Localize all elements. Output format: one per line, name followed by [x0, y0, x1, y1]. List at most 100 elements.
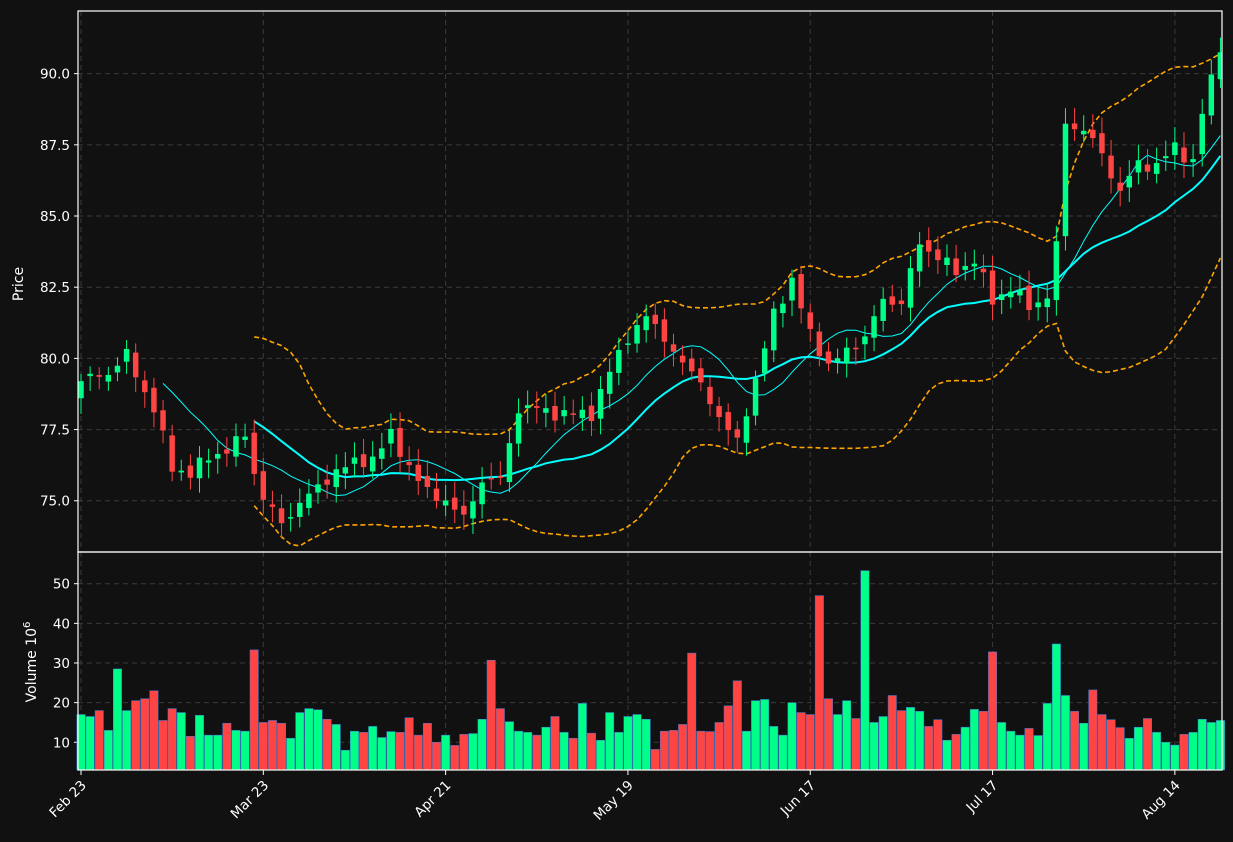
volume-bar	[942, 740, 952, 771]
volume-bar	[696, 730, 706, 771]
price-tick-label: 90.0	[40, 67, 70, 83]
candle-body	[1217, 52, 1222, 80]
volume-bar	[140, 698, 150, 771]
volume-bar	[277, 722, 286, 771]
volume-bar	[714, 722, 724, 771]
volume-bar	[924, 726, 934, 771]
candle-body	[515, 413, 522, 444]
volume-bar	[878, 716, 888, 771]
volume-bar	[1061, 695, 1070, 771]
candle-body	[789, 277, 795, 301]
volume-bar	[441, 734, 451, 771]
volume-bar	[960, 726, 970, 771]
volume-bar	[231, 730, 241, 771]
candle-body	[287, 517, 294, 519]
candle-body	[388, 428, 394, 444]
candle-body	[1090, 129, 1096, 139]
candle-body	[953, 258, 959, 276]
volume-bar	[659, 730, 669, 771]
candle-body	[780, 303, 786, 314]
volume-bar	[532, 734, 542, 771]
volume-bar	[550, 716, 560, 771]
volume-bar	[997, 722, 1007, 771]
candle-body	[1080, 130, 1087, 135]
volume-bar	[559, 732, 569, 771]
candle-body	[178, 470, 185, 473]
candle-body	[652, 314, 659, 325]
price-tick-label: 80.0	[40, 351, 70, 367]
volume-bar	[1215, 720, 1225, 771]
volume-bar	[1152, 732, 1162, 771]
volume-bar	[1088, 689, 1098, 771]
candle-body	[1053, 241, 1060, 301]
candle-body	[916, 244, 923, 272]
volume-bar	[851, 718, 861, 771]
candle-body	[1163, 156, 1169, 159]
candle-body	[105, 374, 112, 382]
volume-bar	[760, 699, 770, 771]
volume-bar	[422, 722, 432, 771]
volume-bar	[377, 737, 387, 771]
volume-bar	[1188, 732, 1198, 771]
volume-bar	[176, 712, 186, 771]
candle-body	[643, 316, 649, 331]
candle-body	[825, 351, 832, 364]
candle-body	[534, 406, 540, 408]
candle-body	[524, 405, 531, 409]
candle-body	[1126, 175, 1133, 188]
candle-body	[543, 408, 549, 413]
candle-body	[78, 381, 84, 399]
candle-body	[333, 469, 339, 488]
volume-bar	[814, 595, 824, 771]
candle-body	[342, 467, 349, 474]
volume-bar	[340, 749, 350, 771]
candle-body	[725, 412, 731, 430]
candle-body	[616, 350, 622, 373]
candle-body	[1108, 155, 1114, 179]
volume-bar	[267, 720, 277, 771]
volume-bar	[933, 719, 943, 771]
candle-body	[597, 389, 604, 419]
candle-body	[1017, 289, 1023, 296]
candle-body	[87, 373, 93, 377]
candle-body	[962, 265, 968, 270]
volume-tick-label: 30	[53, 656, 70, 672]
volume-bar	[131, 700, 141, 771]
volume-bar	[723, 705, 733, 771]
volume-bar	[1124, 738, 1134, 771]
candle-body	[452, 497, 458, 510]
candle-body	[552, 406, 558, 421]
volume-bar	[842, 700, 852, 771]
volume-bar	[805, 714, 815, 771]
candle-body	[1008, 291, 1014, 298]
volume-bar	[368, 726, 378, 771]
candle-body	[479, 482, 485, 505]
candle-body	[1199, 113, 1205, 155]
volume-bar	[359, 732, 369, 771]
volume-bar	[860, 570, 870, 771]
candle-body	[679, 355, 686, 363]
volume-tick-label: 20	[53, 696, 70, 712]
candle-body	[415, 464, 422, 481]
candle-body	[205, 460, 212, 463]
candle-body	[497, 476, 504, 478]
volume-bar	[523, 732, 533, 771]
candle-body	[224, 449, 230, 454]
volume-bar	[195, 715, 204, 771]
volume-bar	[468, 733, 478, 771]
volume-bar	[978, 711, 988, 771]
candle-body	[716, 406, 722, 418]
candle-body	[96, 375, 102, 377]
volume-bar	[85, 716, 95, 771]
candle-body	[297, 502, 303, 517]
candle-body	[1035, 302, 1041, 308]
volume-bar	[787, 702, 797, 771]
volume-bar	[751, 700, 760, 771]
volume-bar	[705, 731, 715, 771]
volume-bar	[258, 722, 268, 771]
candle-body	[470, 501, 476, 519]
candle-body	[570, 413, 576, 415]
volume-bar	[322, 719, 332, 771]
candle-body	[880, 298, 886, 321]
volume-bar	[395, 732, 405, 771]
